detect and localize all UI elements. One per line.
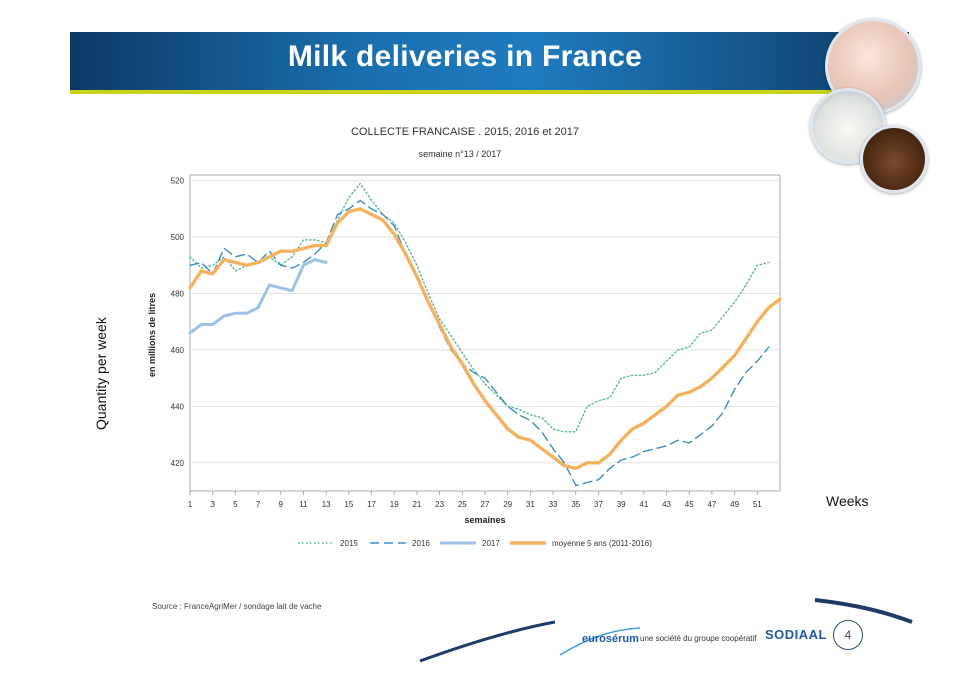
x-tick-label-51: 51 <box>753 500 762 509</box>
y-tick-label-440: 440 <box>171 402 185 411</box>
y-tick-label-500: 500 <box>171 233 185 242</box>
x-tick-label-3: 3 <box>210 500 215 509</box>
series-line-3 <box>188 207 782 471</box>
page-title: Milk deliveries in France <box>287 40 643 73</box>
legend-label-3: moyenne 5 ans (2011-2016) <box>552 539 652 548</box>
x-tick-label-31: 31 <box>526 500 535 509</box>
chart-title: COLLECTE FRANCAISE . 2015, 2016 et 2017 <box>351 126 579 138</box>
footer-swoosh-blue <box>559 627 641 656</box>
y-axis-label: en millions de litres <box>147 293 157 377</box>
tagline: une société du groupe coopératif <box>640 634 757 643</box>
x-tick-label-7: 7 <box>256 500 261 509</box>
legend-label-2: 2017 <box>482 539 500 548</box>
legend-label-1: 2016 <box>412 539 430 548</box>
legend-label-0: 2015 <box>340 539 358 548</box>
side-quantity-label: Quantity per week <box>93 317 109 430</box>
series-line-1 <box>189 199 770 487</box>
x-tick-label-45: 45 <box>685 500 694 509</box>
x-tick-label-1: 1 <box>188 500 193 509</box>
x-tick-label-37: 37 <box>594 500 603 509</box>
x-tick-label-15: 15 <box>344 500 353 509</box>
x-tick-label-11: 11 <box>299 500 308 509</box>
x-tick-label-49: 49 <box>730 500 739 509</box>
series-line-2 <box>188 258 328 335</box>
x-tick-label-29: 29 <box>503 500 512 509</box>
eurosérum-logo: eurosérum <box>582 633 639 645</box>
x-tick-label-27: 27 <box>481 500 490 509</box>
y-tick-label-480: 480 <box>171 290 185 299</box>
plot-area <box>189 174 781 492</box>
page-number: 4 <box>833 620 863 650</box>
x-tick-label-47: 47 <box>707 500 716 509</box>
series-line-0 <box>189 182 770 433</box>
x-tick-label-19: 19 <box>390 500 399 509</box>
chocolate-photo-icon <box>860 125 928 193</box>
source-note: Source : FranceAgriMer / sondage lait de… <box>152 602 322 611</box>
x-tick-label-33: 33 <box>549 500 558 509</box>
footer-swoosh-right <box>814 598 913 624</box>
sodiaal-logo: SODIAAL <box>765 627 827 642</box>
x-tick-label-35: 35 <box>571 500 580 509</box>
x-tick-label-21: 21 <box>412 500 421 509</box>
x-tick-label-25: 25 <box>458 500 467 509</box>
weeks-label: Weeks <box>826 493 869 509</box>
y-tick-label-460: 460 <box>171 346 185 355</box>
x-tick-label-39: 39 <box>617 500 626 509</box>
x-tick-label-9: 9 <box>279 500 284 509</box>
title-banner <box>70 32 909 90</box>
x-tick-label-5: 5 <box>233 500 238 509</box>
x-tick-label-13: 13 <box>322 500 331 509</box>
y-tick-label-420: 420 <box>171 459 185 468</box>
chart-subtitle: semaine n°13 / 2017 <box>419 149 502 159</box>
x-tick-label-17: 17 <box>367 500 376 509</box>
banner-accent-line <box>70 90 909 94</box>
x-axis-label: semaines <box>464 515 505 525</box>
footer-swoosh-left <box>419 620 556 663</box>
x-tick-label-43: 43 <box>662 500 671 509</box>
y-tick-label-520: 520 <box>171 177 185 186</box>
x-tick-label-41: 41 <box>639 500 648 509</box>
x-tick-label-23: 23 <box>435 500 444 509</box>
